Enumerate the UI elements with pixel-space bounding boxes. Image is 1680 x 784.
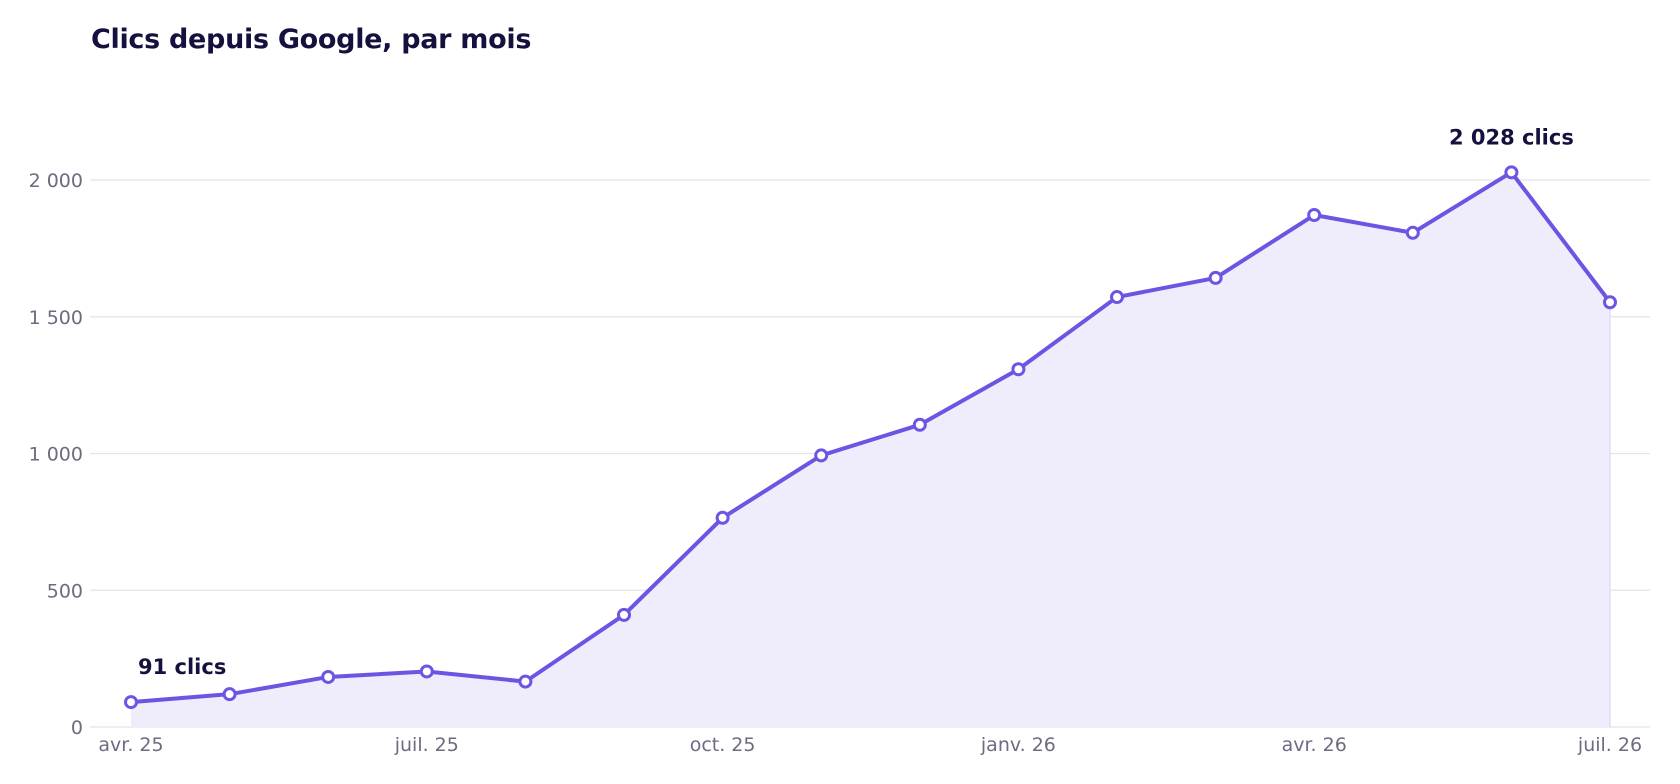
x-axis-ticks: avr. 25 juil. 25 oct. 25 janv. 26 avr. 26 jui… [98,734,1642,756]
series-line [129,170,1612,705]
data-point [1110,290,1124,305]
data-point [1011,362,1026,377]
data-point [419,664,434,679]
y-tick-label: 0 [71,717,83,739]
data-point [814,448,829,463]
chart-title: Clics depuis Google, par mois [91,24,532,55]
x-tick-label: oct. 25 [690,734,756,756]
area-fill-layer [131,172,1611,728]
x-tick-label: juil. 26 [1577,734,1642,756]
data-label: 2 028 clics [1449,125,1574,149]
x-tick-label: avr. 26 [1282,734,1347,756]
data-labels: 91 clics 2 028 clics [138,125,1574,679]
x-tick-label: juil. 25 [394,734,459,756]
y-tick-label: 1 500 [29,307,83,329]
x-tick-label: janv. 26 [980,734,1056,756]
data-point [1405,225,1420,240]
data-point [222,687,237,702]
y-axis-ticks: 0 500 1 000 1 500 2 000 [29,170,83,739]
data-points-layer [124,165,1617,710]
y-tick-label: 500 [47,580,83,602]
data-point [518,674,533,689]
data-point [715,510,730,525]
data-point [912,417,927,432]
data-point [1208,270,1223,285]
series-area [131,172,1610,728]
data-point [1603,295,1617,310]
data-point [1307,208,1322,223]
y-tick-label: 1 000 [29,444,83,466]
data-point [124,695,138,710]
data-point [1504,165,1519,180]
data-label: 91 clics [138,655,226,679]
y-tick-label: 2 000 [29,170,83,192]
data-point [617,607,631,622]
series-line-layer [129,170,1612,705]
x-tick-label: avr. 25 [98,734,163,756]
data-point [321,669,336,684]
